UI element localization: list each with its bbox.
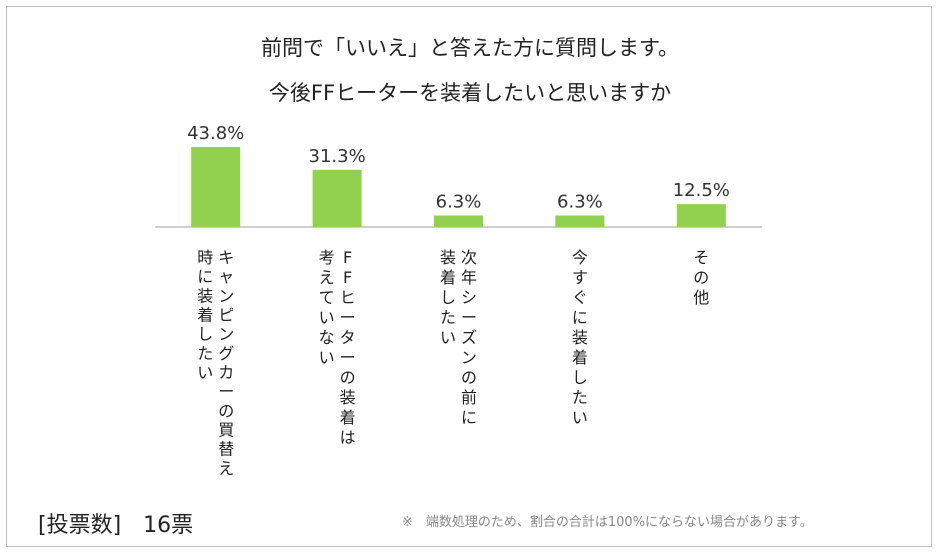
category-char: は	[340, 428, 356, 447]
category-char: し	[572, 368, 588, 387]
vote-count: [投票数] 16票	[38, 513, 194, 538]
category-char: の	[340, 368, 356, 387]
category-char: 着	[572, 348, 588, 367]
value-label-3: 6.3%	[436, 191, 482, 212]
chart-frame	[6, 6, 932, 547]
category-char: 装	[440, 248, 456, 267]
category-char: に	[461, 408, 477, 427]
category-char: し	[197, 325, 213, 344]
category-char: し	[440, 288, 456, 307]
category-char: ヒ	[340, 288, 356, 307]
category-char: え	[319, 268, 335, 287]
category-char: 着	[197, 306, 213, 325]
category-char: 装	[340, 388, 356, 407]
category-char: え	[218, 459, 234, 478]
category-char: 前	[461, 388, 477, 407]
category-char: そ	[693, 248, 709, 267]
category-char: た	[440, 308, 456, 327]
value-label-1: 43.8%	[187, 123, 244, 144]
category-char: の	[218, 401, 234, 420]
category-char: ー	[340, 308, 356, 327]
category-char: 次	[461, 248, 477, 267]
category-char: い	[319, 348, 335, 367]
value-label-5: 12.5%	[673, 180, 730, 201]
category-char: カ	[218, 363, 234, 382]
category-char: 時	[197, 248, 213, 267]
category-char: た	[197, 344, 213, 363]
value-label-4: 6.3%	[557, 191, 603, 212]
value-label-2: 31.3%	[309, 146, 366, 167]
category-char: 着	[340, 408, 356, 427]
category-char: キ	[218, 248, 234, 267]
category-char: た	[572, 388, 588, 407]
chart-title-line1: 前問で「いいえ」と答えた方に質問します。	[261, 36, 679, 60]
chart-title-line2: 今後FFヒーターを装着したいと思いますか	[268, 81, 672, 105]
category-char: す	[572, 268, 588, 287]
category-char: ン	[218, 325, 234, 344]
category-char: 装	[572, 328, 588, 347]
category-char: 装	[197, 286, 213, 305]
category-char: F	[343, 268, 352, 287]
category-char: い	[572, 408, 588, 427]
bar-5	[676, 204, 726, 227]
category-char: に	[572, 308, 588, 327]
category-char: グ	[218, 344, 234, 363]
category-char: ー	[340, 348, 356, 367]
bar-1	[191, 146, 241, 227]
category-char: ー	[218, 382, 234, 401]
category-char: ズ	[461, 328, 477, 347]
category-char: 今	[572, 248, 588, 267]
category-char: 年	[461, 268, 477, 287]
category-char: ぐ	[572, 288, 588, 307]
category-char: い	[197, 363, 213, 382]
category-char: ン	[218, 286, 234, 305]
category-char: い	[440, 328, 456, 347]
category-char: ン	[461, 348, 477, 367]
category-char: ャ	[218, 267, 234, 286]
category-char: 他	[693, 288, 709, 307]
category-char: F	[343, 248, 352, 267]
category-char: の	[693, 268, 709, 287]
category-char: シ	[461, 288, 477, 307]
category-label-5: その他	[693, 248, 709, 307]
bar-4	[555, 215, 605, 227]
bar-2	[312, 169, 362, 227]
category-char: ピ	[218, 306, 234, 325]
category-char: 替	[218, 440, 234, 459]
category-char: タ	[340, 328, 356, 347]
category-char: 考	[319, 248, 335, 267]
category-char: ー	[461, 308, 477, 327]
category-char: 着	[440, 268, 456, 287]
category-char: の	[461, 368, 477, 387]
category-char: 買	[218, 421, 234, 440]
rounding-note: ※ 端数処理のため、割合の合計は100%にならない場合があります。	[402, 515, 813, 530]
bar-3	[434, 215, 483, 227]
category-char: な	[319, 328, 335, 347]
category-char: い	[319, 308, 335, 327]
category-char: に	[197, 267, 213, 286]
category-char: て	[319, 288, 335, 307]
